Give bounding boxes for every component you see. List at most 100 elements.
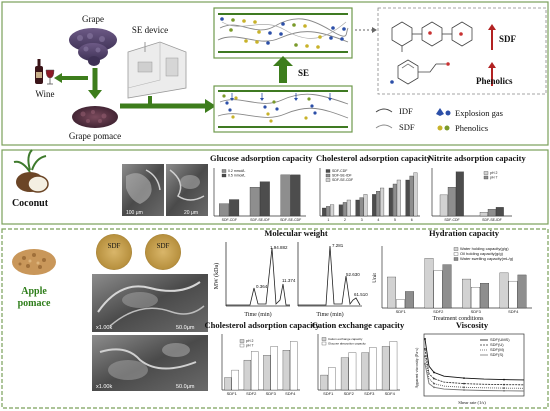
bar bbox=[455, 171, 464, 217]
fiber-structure-before-se bbox=[213, 85, 353, 133]
legend-swatch bbox=[321, 341, 327, 346]
data-point bbox=[463, 386, 465, 389]
bar bbox=[396, 299, 406, 309]
coconut-label: Coconut bbox=[12, 198, 49, 209]
data-point bbox=[433, 377, 435, 380]
legend-label: Oil holding capacity(g/g) bbox=[460, 251, 504, 256]
particle-dot bbox=[294, 43, 298, 47]
data-point bbox=[433, 371, 435, 374]
legend-label: pH 7 bbox=[490, 176, 497, 180]
viscosity-title: Viscosity bbox=[456, 320, 489, 330]
x-tick-label: SDF2 bbox=[433, 309, 444, 314]
se-device-icon bbox=[127, 41, 187, 99]
particle-dot bbox=[279, 32, 283, 36]
sem-mag-2: x1.00k bbox=[96, 384, 112, 390]
sem-mag-1: x1.00k bbox=[96, 325, 112, 331]
x-tick-label: 1 bbox=[327, 218, 329, 222]
particle-dot bbox=[310, 104, 314, 108]
cation-exchange-chart: SDF1 SDF2 SDF3 SDF4 Cation exchange capacity… bbox=[317, 334, 400, 396]
viscosity-chart: SDF(UMS)SDF(U)SDF(M)SDF(S) bbox=[423, 333, 525, 397]
x-tick-label: SDF2 bbox=[344, 391, 355, 396]
x-tick-label: SDF3 bbox=[364, 391, 375, 396]
bar bbox=[348, 352, 357, 391]
bar bbox=[517, 274, 527, 309]
particle-dot bbox=[244, 39, 248, 43]
x-tick-label: SDF-CDF bbox=[222, 218, 237, 222]
coconut-icon bbox=[13, 149, 49, 193]
data-point bbox=[424, 362, 426, 365]
bar bbox=[338, 204, 343, 217]
bar bbox=[263, 355, 271, 391]
sdf-dish-2 bbox=[145, 234, 181, 270]
molecular-weight-chart-1 bbox=[225, 242, 290, 307]
bar bbox=[320, 374, 328, 391]
bar bbox=[388, 187, 393, 217]
molecule-box bbox=[377, 7, 547, 95]
particle-dot bbox=[222, 94, 226, 98]
legend-label: 0.2 mmol/L bbox=[228, 169, 245, 173]
bar bbox=[342, 202, 347, 217]
legend-label: SDF-CDF bbox=[332, 169, 347, 173]
data-point bbox=[503, 378, 505, 381]
bar bbox=[322, 207, 327, 217]
mw-xlabel-1: Time (min) bbox=[244, 311, 271, 318]
data-point bbox=[433, 382, 435, 385]
hydration-ylabel: Unit bbox=[372, 273, 378, 283]
bar bbox=[259, 181, 270, 217]
legend-swatch bbox=[221, 169, 227, 173]
x-tick-label: 2 bbox=[344, 218, 346, 222]
mw-ylabel: MW (kDa) bbox=[213, 263, 220, 289]
bar bbox=[282, 350, 290, 391]
bar bbox=[290, 174, 301, 217]
bar bbox=[355, 199, 360, 217]
bar bbox=[487, 209, 496, 217]
particle-dot bbox=[234, 96, 238, 100]
x-tick-label: 3 bbox=[361, 218, 363, 222]
wine-icon bbox=[35, 59, 55, 85]
particle-dot bbox=[305, 44, 309, 48]
bar bbox=[380, 187, 385, 217]
bar bbox=[480, 283, 490, 309]
particle-dot bbox=[231, 18, 235, 22]
particle-dot bbox=[342, 27, 346, 31]
apple-label-line2: pomace bbox=[18, 298, 51, 309]
data-point bbox=[433, 386, 435, 389]
bar bbox=[499, 272, 509, 309]
coconut-sem-image-1 bbox=[122, 164, 164, 216]
bar bbox=[328, 367, 336, 391]
bar bbox=[389, 341, 398, 391]
x-tick-label: 4 bbox=[377, 218, 379, 222]
top-legend: IDF SDF Explosion gas Phenolics bbox=[375, 106, 503, 133]
phenolic-structure-icon bbox=[390, 59, 450, 85]
bar bbox=[447, 187, 456, 217]
idf-legend-symbol bbox=[375, 108, 393, 113]
se-arrow-label: SE bbox=[298, 68, 309, 78]
bar bbox=[413, 172, 418, 217]
bar bbox=[424, 258, 434, 309]
legend-swatch bbox=[325, 169, 331, 173]
bar bbox=[243, 359, 251, 391]
phenolics-legend-label: Phenolics bbox=[455, 123, 488, 133]
sdf-legend-symbol bbox=[375, 124, 393, 129]
legend-swatch bbox=[483, 175, 489, 180]
cholesterol-adsorption-apple-chart: SDF1 SDF2 SDF3 SDF4 pH 2pH 7 bbox=[221, 334, 300, 396]
polysaccharide-structure-icon bbox=[391, 21, 473, 52]
particle-dot bbox=[292, 23, 296, 27]
particle-dot bbox=[229, 28, 233, 32]
x-tick-label: SDF-SE-IDF bbox=[250, 218, 270, 222]
phenolics-legend-icon bbox=[437, 125, 443, 131]
bar bbox=[376, 191, 381, 217]
hydration-xlabel: Treatment conditions bbox=[433, 316, 485, 322]
data-point bbox=[463, 382, 465, 385]
se-device-label: SE device bbox=[132, 25, 168, 35]
gas-arrow-head bbox=[260, 98, 264, 101]
mw-peak-2: 0.364 bbox=[256, 284, 268, 289]
legend-label: SDF(M) bbox=[490, 347, 505, 352]
legend-label: SDF(UMS) bbox=[490, 337, 510, 342]
phenolics-increase-label: Phenolics bbox=[476, 76, 513, 86]
particle-dot bbox=[255, 40, 259, 44]
particle-dot bbox=[307, 97, 311, 101]
bar bbox=[392, 183, 397, 217]
legend-swatch bbox=[453, 247, 459, 251]
